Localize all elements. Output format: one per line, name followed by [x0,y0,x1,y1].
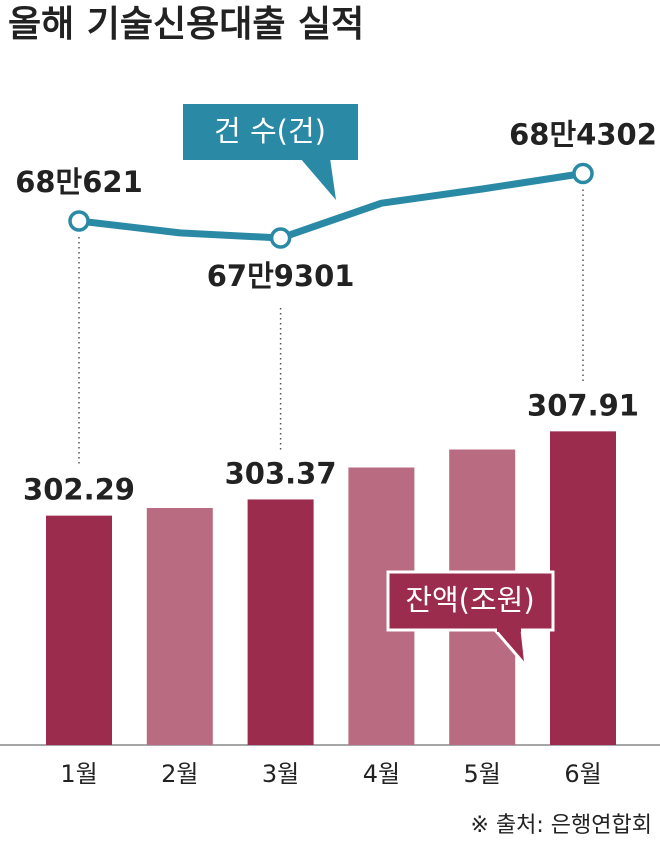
line-value-label: 68만621 [15,165,143,199]
bar [550,431,616,745]
chart-title: 올해 기술신용대출 실적 [8,4,364,45]
callout-box [386,570,555,632]
callout-patch [497,627,521,632]
bar-value-label: 303.37 [225,456,337,490]
line-value-label: 68만4302 [509,118,657,152]
x-tick-label: 3월 [262,760,299,788]
x-tick-label: 6월 [564,760,601,788]
x-tick-label: 5월 [464,760,501,788]
x-tick-label: 4월 [363,760,400,788]
callout-box [183,104,358,160]
bar [46,515,112,745]
legend-label: 건 수(건) [214,114,326,148]
line-value-label: 67만9301 [207,259,355,293]
bar [247,499,314,745]
legend-label: 잔액(조원) [405,583,534,617]
x-tick-label: 1월 [60,760,97,788]
bar-value-label: 307.91 [527,388,639,422]
line-point [269,227,292,249]
line [78,170,584,242]
line-point [68,210,90,232]
x-tick-label: 2월 [161,760,198,788]
source: ※ 출처: 은행연합회 [470,813,652,838]
line-point [572,162,594,185]
bar [146,508,213,745]
callout-pointer [300,158,336,200]
bar-value-label: 302.29 [23,473,135,507]
